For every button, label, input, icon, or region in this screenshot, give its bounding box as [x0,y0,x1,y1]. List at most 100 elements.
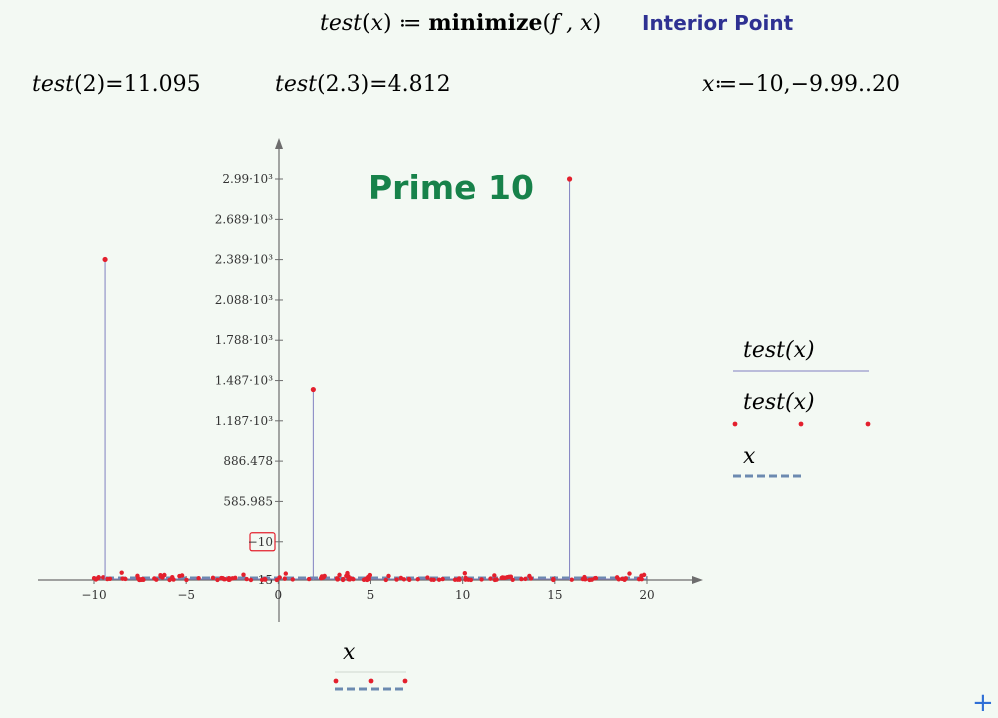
data-point [440,576,445,582]
data-point [479,577,484,582]
xlabel-point-sample [402,678,408,684]
y-tick-label: 2.99·10³ [222,172,273,186]
data-point [101,575,106,580]
spike-point [566,176,573,182]
data-point [386,573,391,579]
data-point [220,575,225,581]
data-point [282,576,287,581]
data-point [335,577,340,582]
x-axis-label[interactable]: x [343,640,355,665]
data-point [462,571,468,576]
legend-entry-x[interactable]: x [743,444,755,469]
y-marker-box [249,532,276,552]
spike-point [102,256,108,263]
data-point [341,576,346,582]
data-point [641,572,647,578]
data-point [366,575,372,581]
legend-point-sample [732,421,738,427]
y-tick-label: −10 [248,535,273,549]
y-tick-label: 1.187·10³ [215,414,273,428]
data-point [452,577,458,582]
data-point [468,577,474,583]
spike-point [310,386,316,393]
data-point [233,575,238,581]
x-tick-label: 20 [639,588,654,602]
data-point [398,575,404,581]
data-point [550,577,556,582]
data-point [510,577,515,582]
definition-formula[interactable]: test(x) ≔ minimize(f , x) [320,10,602,36]
data-point [196,575,201,581]
eval1-arg: 2 [82,72,97,97]
data-point [431,577,436,582]
data-point [425,575,430,580]
data-point [415,577,420,582]
legend-entry-2-label: test(x) [743,390,815,415]
data-point [319,575,325,581]
range-assign: ≔ [714,72,738,97]
data-point [306,576,312,582]
data-point [616,577,621,582]
data-point [241,572,246,577]
legend-marks [333,370,871,691]
data-point [141,577,146,582]
legend-entry-test-line[interactable]: test(x) [743,338,815,363]
data-point [569,577,574,582]
plot-title: Prime 10 [368,168,534,207]
data-point [290,577,295,582]
y-tick-label: 1.487·10³ [215,374,273,388]
x-tick-label: −10 [81,588,106,602]
x-ticks: −10 −5 0 5 10 15 20 [81,576,655,602]
evaluation-1[interactable]: test(2)=11.095 [32,72,201,97]
range-var: x [702,72,715,97]
legend-point-sample [865,421,871,427]
data-point [502,575,508,580]
eval1-fn: test [32,72,74,97]
data-point [171,577,176,582]
y-tick-label: 2.088·10³ [215,293,273,307]
x-tick-label: 15 [547,588,562,602]
data-point [523,576,528,582]
eval1-result: 11.095 [123,72,201,97]
eval2-fn: test [275,72,317,97]
data-point [179,573,185,578]
data-point [593,575,599,581]
plot-series [91,176,647,583]
def-lhs-arg: x [370,11,384,36]
x-axis-label-text: x [343,640,356,665]
data-point [119,570,124,575]
def-rhs-fn: minimize [428,10,543,36]
data-point [277,575,282,580]
y-axis-arrow [275,138,283,149]
data-point [519,576,524,582]
data-point [457,577,462,582]
y-tick-label: 2.389·10³ [215,253,273,267]
data-point [107,576,113,581]
def-lhs-fn: test [320,11,362,36]
x-axis-arrow [692,576,703,584]
data-point [623,576,628,581]
def-rhs-args: f , x [551,11,593,36]
plus-icon[interactable]: + [972,688,994,718]
eval2-arg: 2.3 [325,72,361,97]
data-point [167,577,172,583]
evaluation-2[interactable]: test(2.3)=4.812 [275,72,451,97]
data-point [492,573,497,578]
data-point [210,575,216,581]
y-tick-label: 886.478 [223,454,273,468]
data-point [627,571,632,576]
x-tick-label: −5 [177,588,195,602]
plot-axes [38,138,703,622]
legend-entry-3-label: x [743,444,756,469]
data-point [528,576,534,581]
data-point [244,576,249,582]
data-point [154,577,159,582]
data-point [248,577,254,583]
legend-entry-test-points[interactable]: test(x) [743,390,815,415]
x-tick-label: 5 [367,588,375,602]
legend-entry-1-label: test(x) [743,338,815,363]
range-definition[interactable]: x≔−10,−9.99..20 [702,72,900,97]
data-point [215,577,220,583]
legend-point-sample [798,421,804,427]
